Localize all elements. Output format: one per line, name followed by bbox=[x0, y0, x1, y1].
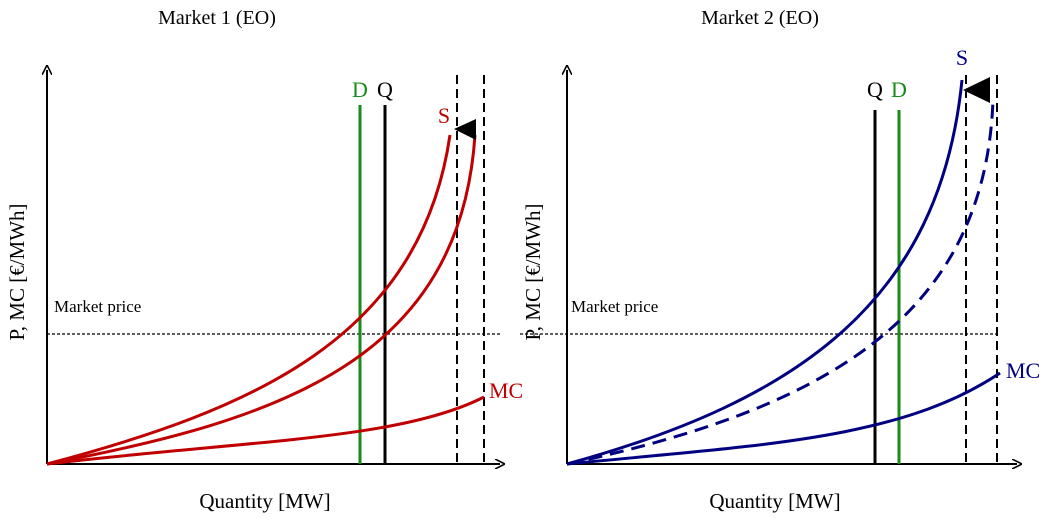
market-1-title: Market 1 (EO) bbox=[158, 7, 276, 29]
market-1-supply-curve bbox=[46, 134, 477, 466]
market-2-demand-label: D bbox=[891, 77, 907, 102]
market-2-supply-curve-shifted bbox=[566, 99, 995, 466]
market-2-quantity-label: Q bbox=[867, 77, 883, 102]
market-1-quantity-label: Q bbox=[377, 77, 393, 102]
market-2-price-label: Market price bbox=[571, 297, 658, 316]
market-1-y-axis-label: P, MC [€/MWh] bbox=[5, 203, 29, 340]
market-2-supply-label: S bbox=[956, 45, 968, 70]
market-2-mc-curve bbox=[566, 371, 1001, 466]
market-1-supply-curve-shifted bbox=[46, 134, 452, 466]
market-1-mc-curve bbox=[46, 395, 485, 466]
market-2-y-axis-label: P, MC [€/MWh] bbox=[521, 203, 545, 340]
market-1-panel: Market 1 (EO) P, MC [€/MWh] Quantity [MW… bbox=[5, 7, 523, 513]
market-1-demand-label: D bbox=[352, 77, 368, 102]
market-1-shift-arrow bbox=[454, 119, 476, 140]
market-1-mc-label: MC bbox=[489, 378, 523, 403]
market-2-title: Market 2 (EO) bbox=[701, 7, 819, 29]
market-1-x-axis-label: Quantity [MW] bbox=[199, 489, 330, 513]
market-2-panel: Market 2 (EO) P, MC [€/MWh] Quantity [MW… bbox=[520, 7, 1040, 513]
market-2-supply-curve bbox=[566, 79, 964, 466]
market-2-mc-label: MC bbox=[1006, 358, 1040, 383]
market-2-x-axis-label: Quantity [MW] bbox=[709, 489, 840, 513]
market-1-supply-label: S bbox=[438, 103, 450, 128]
market-2-shift-arrow bbox=[963, 77, 990, 103]
market-1-price-label: Market price bbox=[54, 297, 141, 316]
